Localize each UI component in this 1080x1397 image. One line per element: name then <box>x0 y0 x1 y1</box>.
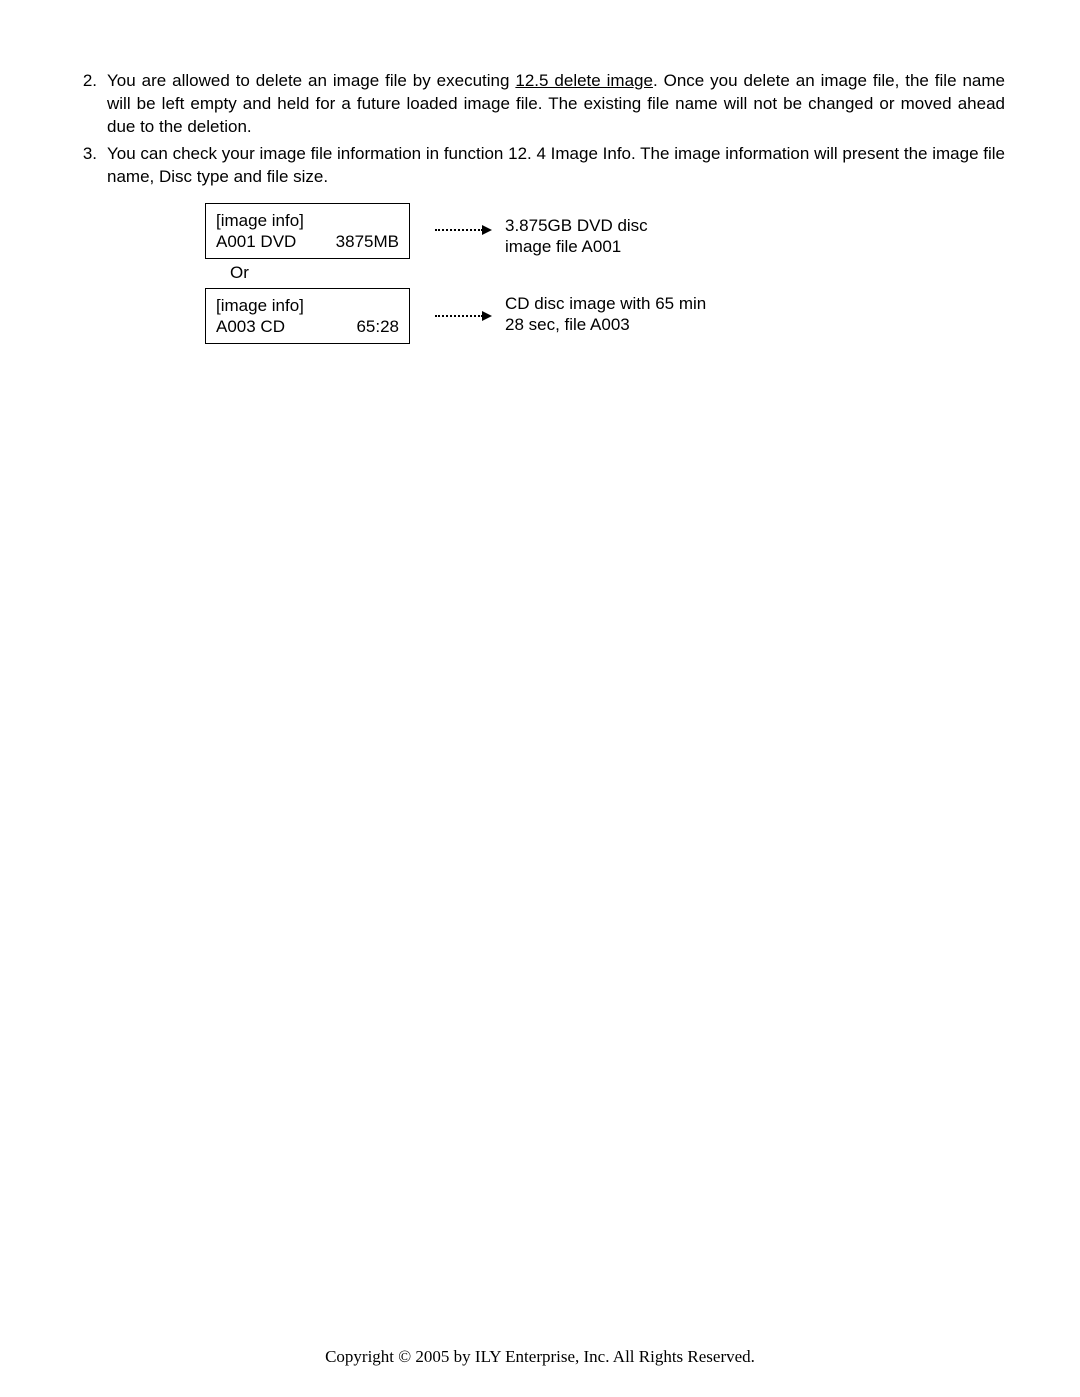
arrow-icon <box>435 311 492 321</box>
list-text: You are allowed to delete an image file … <box>107 70 1005 139</box>
box-row: A001 DVD 3875MB <box>216 231 399 252</box>
arrow-line <box>435 315 483 317</box>
arrow-line <box>435 229 483 231</box>
text-underline: 12.5 delete image <box>515 71 653 90</box>
box-left: A001 DVD <box>216 231 296 252</box>
list-item-3: 3. You can check your image file informa… <box>75 143 1005 189</box>
box-left: A003 CD <box>216 316 285 337</box>
list-number: 3. <box>75 143 107 189</box>
page-content: 2. You are allowed to delete an image fi… <box>0 0 1080 363</box>
image-info-diagram: [image info] A001 DVD 3875MB Or [image i… <box>205 203 905 363</box>
explain-line: 3.875GB DVD disc <box>505 215 648 236</box>
list-text: You can check your image file informatio… <box>107 143 1005 189</box>
explain-line: 28 sec, file A003 <box>505 314 706 335</box>
list-number: 2. <box>75 70 107 139</box>
box-right: 3875MB <box>336 231 399 252</box>
box-right: 65:28 <box>356 316 399 337</box>
box-title: [image info] <box>216 210 399 231</box>
text-pre: You can check your image file informatio… <box>107 144 1005 186</box>
or-label: Or <box>230 263 249 283</box>
explanation-cd: CD disc image with 65 min 28 sec, file A… <box>505 293 706 336</box>
text-pre: You are allowed to delete an image file … <box>107 71 515 90</box>
arrow-head-icon <box>482 225 492 235</box>
arrow-icon <box>435 225 492 235</box>
box-title: [image info] <box>216 295 399 316</box>
explain-line: image file A001 <box>505 236 648 257</box>
explain-line: CD disc image with 65 min <box>505 293 706 314</box>
display-box-cd: [image info] A003 CD 65:28 <box>205 288 410 345</box>
box-row: A003 CD 65:28 <box>216 316 399 337</box>
copyright-footer: Copyright © 2005 by ILY Enterprise, Inc.… <box>0 1347 1080 1367</box>
list-item-2: 2. You are allowed to delete an image fi… <box>75 70 1005 139</box>
display-box-dvd: [image info] A001 DVD 3875MB <box>205 203 410 260</box>
arrow-head-icon <box>482 311 492 321</box>
explanation-dvd: 3.875GB DVD disc image file A001 <box>505 215 648 258</box>
